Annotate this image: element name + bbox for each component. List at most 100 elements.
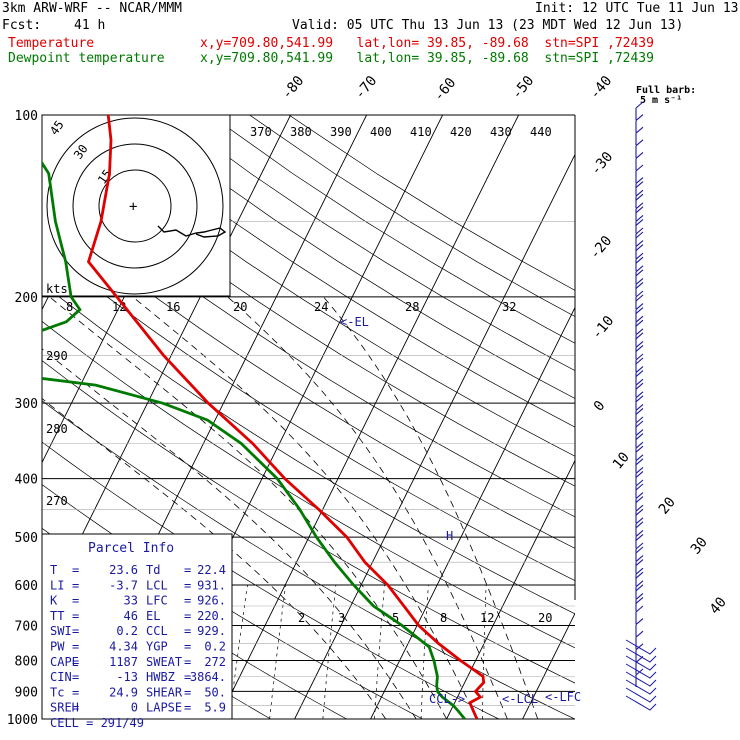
- theta-e-label: 370: [250, 125, 272, 139]
- wind-barb: [635, 126, 644, 146]
- barb-flag: [635, 256, 644, 264]
- parcel-equals: =: [72, 655, 79, 669]
- forecast-label: Fcst:: [2, 18, 42, 33]
- parcel-panel-box: [41, 533, 233, 720]
- hodograph-ring: [98, 169, 172, 243]
- parcel-value: -3.7: [109, 578, 138, 592]
- speed-scale-label: 32: [502, 300, 516, 314]
- barb-flag: [635, 470, 644, 478]
- parcel-value: 23.6: [109, 563, 138, 577]
- parcel-equals: =: [184, 655, 191, 669]
- barb-flag: [635, 492, 644, 500]
- barb-flag: [635, 294, 644, 302]
- mixing-ratio-label: 5: [392, 611, 399, 625]
- barb-flag: [635, 454, 644, 462]
- barb-flag: [635, 618, 644, 626]
- barb-flag: [635, 630, 644, 638]
- barb-flag: [635, 231, 644, 239]
- isotherm-label: -70: [352, 73, 381, 103]
- dry-adiabat: [288, 115, 575, 291]
- wind-barb: [635, 240, 644, 259]
- wind-barbs: Full barb:5 m s⁻¹: [625, 85, 696, 711]
- parcel-equals: =: [72, 624, 79, 638]
- low-level-barb: [625, 671, 657, 687]
- barb-flag: [635, 370, 644, 378]
- barb-flag: [635, 542, 644, 550]
- barb-flag: [635, 244, 644, 252]
- barb-flag: [635, 357, 644, 365]
- dewpoint-legend-label: Dewpoint temperature: [8, 51, 165, 66]
- wind-barb: [635, 542, 644, 561]
- wind-barb: [635, 567, 644, 587]
- wind-barb: [635, 479, 644, 498]
- mixing-ratio-line: [269, 584, 286, 719]
- parcel-equals: =: [184, 624, 191, 638]
- isotherm-label: -10: [589, 313, 618, 343]
- parcel-cell: CELL = 291/49: [50, 716, 144, 730]
- barb-flag: [635, 571, 644, 579]
- barb-flag: [635, 101, 644, 109]
- isotherm-line: [599, 115, 740, 719]
- barb-flag: [635, 139, 644, 147]
- moist-adiabat: [42, 348, 417, 719]
- parcel-key: T: [50, 563, 57, 577]
- wind-barb: [635, 429, 644, 448]
- hodograph-trace: [157, 225, 227, 238]
- parcel-value: 931.: [197, 578, 226, 592]
- wind-barb: [635, 328, 644, 347]
- wind-barb: [635, 366, 644, 385]
- wind-barb: [635, 618, 644, 637]
- parcel-key: SWEAT: [146, 655, 182, 669]
- temperature-trace: [86, 115, 486, 719]
- theta-e-label: 380: [290, 125, 312, 139]
- parcel-equals: =: [184, 670, 191, 684]
- barb-flag: [635, 281, 644, 289]
- wind-barb: [635, 353, 644, 372]
- wind-barb: [635, 214, 644, 234]
- hodograph-unit-label: kts: [46, 282, 68, 296]
- low-level-barb: [625, 687, 657, 703]
- wind-barb: [635, 164, 644, 183]
- barb-flag: [635, 533, 644, 541]
- barb-flag: [635, 441, 644, 449]
- barb-flag: [635, 181, 644, 189]
- barb-flag: [635, 193, 644, 201]
- sounding-traces: [42, 115, 486, 719]
- isotherm-line: [218, 115, 520, 719]
- parcel-key: HWBZ: [146, 670, 175, 684]
- theta-label: 280: [46, 422, 68, 436]
- parcel-key: Td: [146, 563, 160, 577]
- barb-flag: [635, 214, 644, 222]
- barb-flag: [635, 391, 644, 399]
- parcel-key: LFC: [146, 594, 168, 608]
- wind-barb: [635, 492, 644, 511]
- barb-flag: [635, 584, 644, 592]
- parcel-equals: =: [184, 594, 191, 608]
- lcl-marker: <-LCL: [502, 692, 538, 706]
- wind-barb: [635, 466, 644, 486]
- pressure-tick-label: 300: [15, 397, 38, 412]
- parcel-key: CAPE: [50, 655, 79, 669]
- parcel-key: SHEAR: [146, 685, 183, 699]
- parcel-value: 50.: [204, 685, 226, 699]
- parcel-equals: =: [72, 578, 79, 592]
- isotherm-line: [294, 153, 575, 719]
- parcel-equals: =: [72, 594, 79, 608]
- barb-flag: [635, 206, 644, 214]
- dry-adiabat: [170, 115, 575, 371]
- pressure-tick-label: 700: [15, 619, 38, 634]
- theta-e-label: 390: [330, 125, 352, 139]
- wind-barb: [635, 378, 644, 398]
- low-level-barb: [625, 663, 657, 679]
- low-level-barb: [625, 695, 657, 711]
- isotherm-label: -50: [509, 73, 538, 103]
- wind-barb: [635, 441, 644, 461]
- barb-flag: [635, 416, 644, 424]
- parcel-value: 5.9: [204, 701, 226, 715]
- wind-barb: [635, 391, 644, 410]
- barb-flag: [635, 252, 644, 260]
- isotherm-line: [446, 459, 575, 719]
- isotherm-label: -80: [279, 73, 308, 103]
- wind-barb: [635, 101, 644, 120]
- parcel-key: EL: [146, 609, 160, 623]
